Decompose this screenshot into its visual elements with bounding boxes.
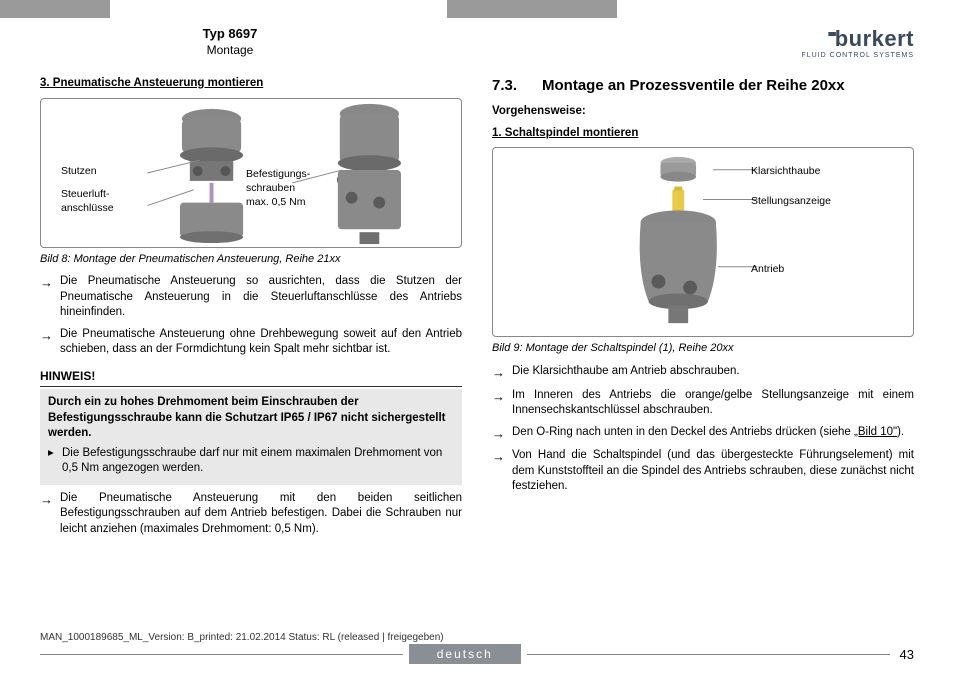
instruction-item: →Die Pneumatische Ansteuerung ohne Drehb… [40, 327, 462, 358]
footer-bar: deutsch 43 [0, 643, 954, 665]
label-antrieb: Antrieb [751, 262, 784, 276]
label-befestigung: Befestigungs- schrauben max. 0,5 Nm [246, 167, 310, 210]
instruction-item: →Von Hand die Schaltspindel (und das übe… [492, 448, 914, 495]
brand-logo: ▪▪burkert FLUID CONTROL SYSTEMS [714, 26, 914, 59]
type-number: Typ 8697 [40, 26, 420, 41]
step-heading-left: 3. Pneumatische Ansteuerung montieren [40, 76, 462, 92]
step-heading-right: 1. Schaltspindel montieren [492, 126, 914, 142]
link-bild-10[interactable]: „Bild 10" [854, 426, 897, 438]
caption-9: Bild 9: Montage der Schaltspindel (1), R… [492, 341, 914, 356]
right-column: 7.3. Montage an Prozessventile der Reihe… [492, 76, 914, 616]
label-klarsicht: Klarsichthaube [751, 164, 820, 178]
left-column: 3. Pneumatische Ansteuerung montieren [40, 76, 462, 616]
instruction-item: →Den O-Ring nach unten in den Deckel des… [492, 425, 914, 443]
page-header: Typ 8697 Montage ▪▪burkert FLUID CONTROL… [0, 18, 954, 76]
caption-8: Bild 8: Montage der Pneumatischen Ansteu… [40, 252, 462, 267]
notice-box: Durch ein zu hohes Drehmoment beim Einsc… [40, 389, 462, 485]
instruction-item: →Im Inneren des Antriebs die orange/gelb… [492, 388, 914, 419]
top-tabs [0, 0, 954, 18]
procedure-label: Vorgehensweise: [492, 104, 914, 120]
notice-label: HINWEIS! [40, 368, 462, 387]
instruction-item: →Die Pneumatische Ansteuerung mit den be… [40, 491, 462, 538]
instruction-item: →Die Pneumatische Ansteuerung so ausrich… [40, 274, 462, 321]
footer-metadata: MAN_1000189685_ML_Version: B_printed: 21… [40, 632, 444, 643]
label-stutzen: Stutzen [61, 164, 97, 178]
figure-8: Stutzen Steuerluft- anschlüsse Befestigu… [40, 98, 462, 248]
instruction-item: →Die Klarsichthaube am Antrieb abschraub… [492, 364, 914, 382]
label-stellung: Stellungsanzeige [751, 194, 831, 208]
header-subtitle: Montage [40, 43, 420, 57]
language-indicator: deutsch [409, 644, 521, 664]
page-number: 43 [900, 647, 914, 662]
label-steuerluft: Steuerluft- anschlüsse [61, 187, 114, 215]
section-heading: 7.3. Montage an Prozessventile der Reihe… [492, 76, 914, 96]
figure-9: Klarsichthaube Stellungsanzeige Antrieb [492, 147, 914, 337]
